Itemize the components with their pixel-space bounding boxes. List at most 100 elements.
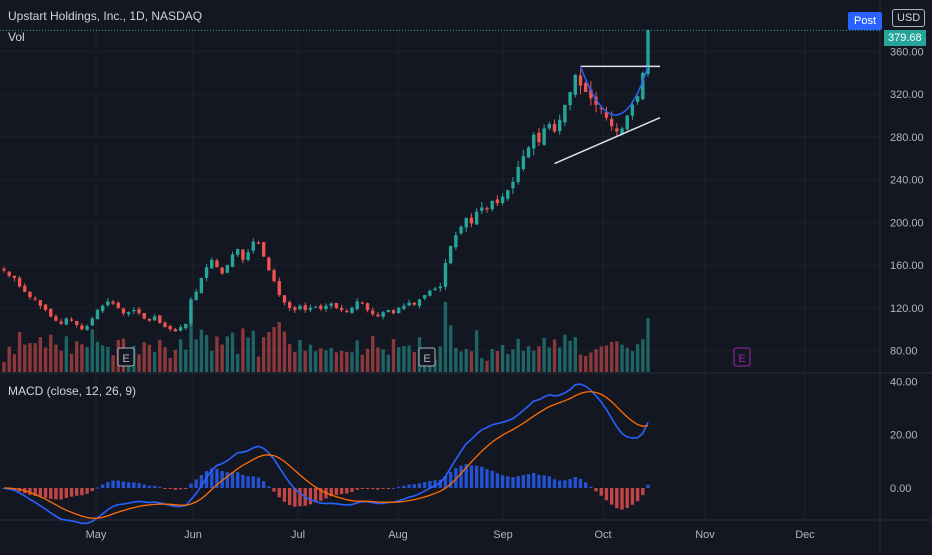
macd-histogram-bar: [90, 488, 94, 492]
volume-bar: [635, 344, 640, 372]
time-tick-label: Jun: [184, 529, 202, 541]
candle-body: [558, 119, 562, 132]
volume-bar: [152, 352, 157, 372]
volume-bar: [80, 344, 84, 372]
candle-body: [282, 295, 287, 303]
macd-histogram-bar: [433, 480, 437, 488]
volume-bar: [236, 353, 240, 372]
macd-line: [3, 383, 649, 525]
volume-bar: [241, 328, 245, 372]
macd-histogram-bar: [313, 488, 318, 503]
candle-body: [75, 321, 79, 325]
macd-histogram-bar: [121, 481, 126, 488]
currency-button[interactable]: USD: [892, 9, 926, 27]
macd-histogram-bar: [376, 488, 380, 490]
volume-bar: [495, 351, 500, 372]
macd-histogram-bar: [298, 488, 302, 507]
last-price-tag: 379.68: [884, 30, 926, 46]
volume-bar: [641, 339, 645, 372]
macd-histogram-bar: [412, 484, 416, 488]
macd-histogram-bar: [220, 471, 224, 488]
volume-bar: [599, 346, 603, 372]
post-button[interactable]: Post: [848, 12, 883, 30]
candle-body: [251, 241, 255, 251]
candle-body: [547, 124, 552, 129]
volume-bar: [620, 344, 624, 372]
volume-bar: [54, 344, 58, 372]
volume-bar: [397, 347, 401, 372]
volume-bar: [485, 360, 489, 372]
time-tick-label: Sep: [493, 529, 513, 541]
volume-bar: [443, 302, 448, 372]
candle-body: [526, 147, 531, 158]
volume-bar: [184, 349, 188, 372]
macd-histogram-bar: [111, 480, 115, 488]
macd-histogram-bar: [142, 484, 146, 488]
price-tick-label: 80.00: [890, 346, 918, 358]
candle-body: [386, 310, 391, 312]
volume-bar: [589, 352, 593, 372]
macd-histogram-bar: [532, 473, 536, 488]
candle-body: [313, 306, 318, 308]
volume-bar: [261, 337, 266, 372]
macd-histogram-bar: [397, 486, 401, 488]
macd-histogram-bar: [194, 479, 198, 488]
macd-histogram-bar: [558, 480, 562, 488]
macd-histogram-bar: [469, 465, 474, 488]
macd-histogram-bar: [521, 474, 526, 488]
volume-bar: [251, 330, 255, 372]
candle-body: [308, 307, 313, 310]
cup-curve: [579, 66, 649, 116]
macd-histogram-bar: [568, 479, 572, 488]
candle-body: [178, 327, 183, 331]
volume-bar: [506, 354, 510, 372]
macd-histogram-bar: [163, 488, 167, 489]
candle-body: [189, 299, 193, 324]
candle-body: [158, 315, 162, 323]
volume-bar: [95, 341, 100, 372]
candle-body: [490, 201, 494, 210]
macd-histogram-bar: [251, 476, 255, 488]
volume-bar: [158, 339, 162, 372]
candle-body: [194, 291, 198, 301]
volume-bar: [33, 343, 37, 372]
volume-bar: [407, 345, 411, 372]
earnings-marker-label: E: [122, 353, 129, 365]
volume-bar: [38, 337, 43, 372]
volume-bar: [438, 346, 442, 372]
macd-histogram-bar: [360, 488, 365, 489]
candle-body: [609, 118, 614, 127]
macd-histogram-bar: [464, 464, 468, 488]
earnings-marker-label: E: [423, 353, 430, 365]
candle-body: [215, 260, 219, 268]
volume-bar: [230, 332, 235, 372]
volume-bar: [194, 339, 198, 372]
volume-bar: [521, 350, 526, 372]
volume-label: Vol: [8, 30, 25, 44]
price-tick-label: 240.00: [890, 175, 924, 187]
candle-body: [111, 301, 115, 304]
candle-body: [85, 326, 89, 330]
volume-bar: [173, 349, 178, 372]
price-tick-label: 360.00: [890, 46, 924, 58]
macd-tick-label: 0.00: [890, 483, 911, 495]
volume-bar: [303, 350, 307, 372]
candle-body: [371, 310, 375, 315]
macd-histogram-bar: [563, 480, 567, 488]
macd-histogram-bar: [386, 488, 391, 489]
candle-body: [80, 325, 84, 330]
volume-bar: [615, 341, 619, 372]
candle-body: [381, 312, 385, 317]
macd-histogram-bar: [620, 488, 624, 510]
volume-bar: [59, 350, 63, 372]
volume-bar: [339, 350, 344, 372]
earnings-marker: [117, 347, 135, 367]
macd-histogram-bar: [641, 488, 645, 496]
volume-bar: [480, 358, 484, 372]
macd-histogram-bar: [100, 484, 105, 488]
price-tick-label: 160.00: [890, 260, 924, 272]
candle-body: [635, 96, 640, 102]
candle-body: [350, 307, 354, 313]
